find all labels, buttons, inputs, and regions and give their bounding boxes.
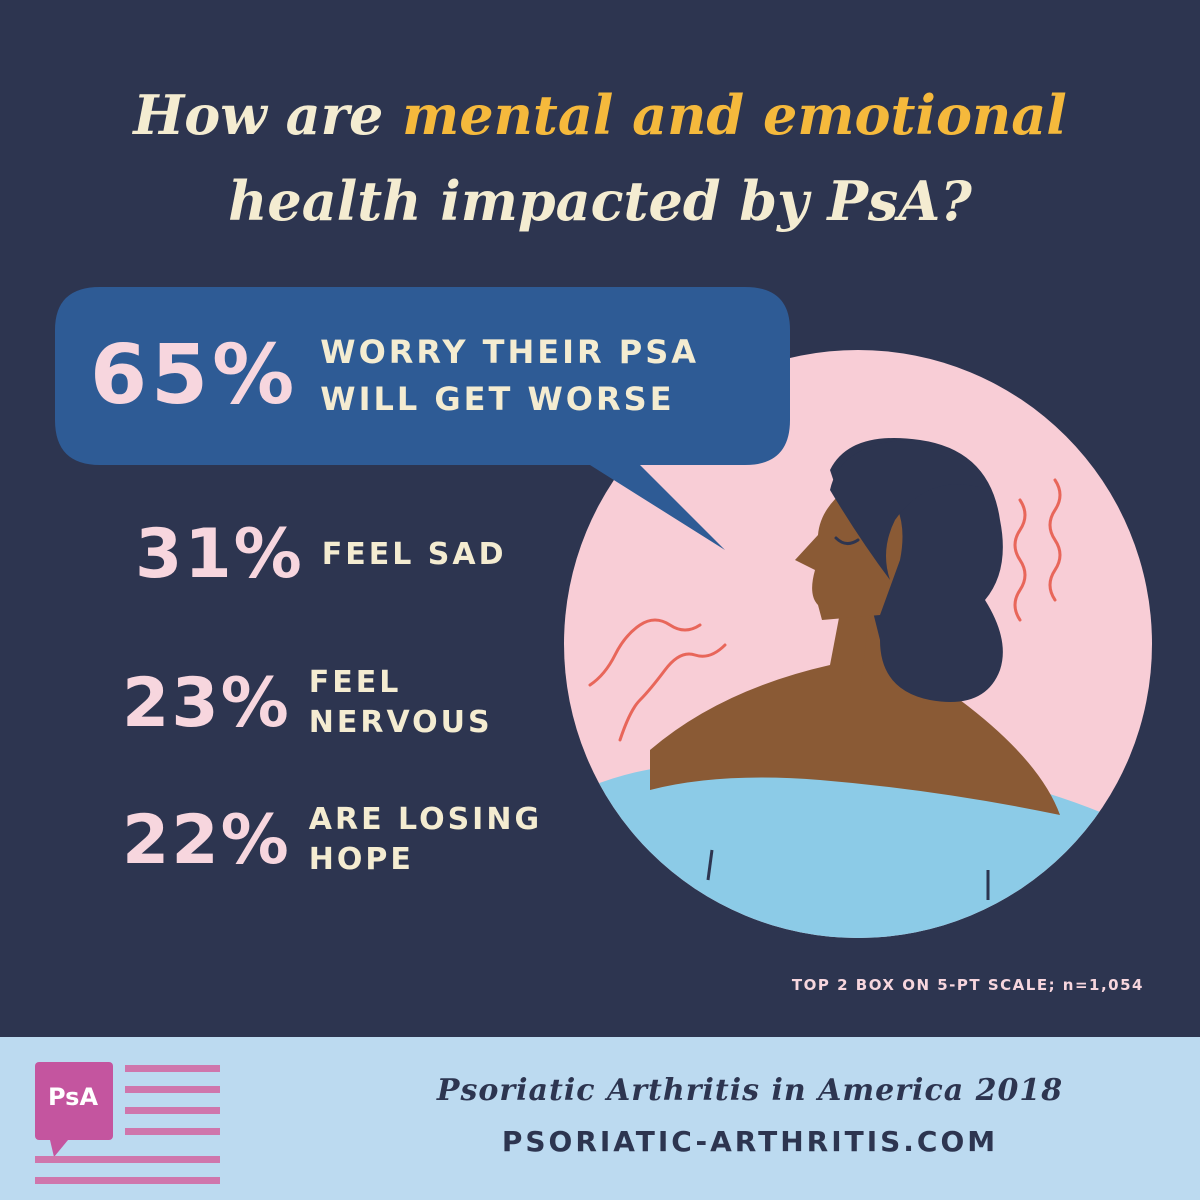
lead-stat-label: WORRY THEIR PSA WILL GET WORSE: [320, 329, 699, 423]
stat-line1: ARE LOSING: [308, 802, 543, 837]
stat-feel-sad: 31% FEEL SAD: [135, 515, 507, 594]
lead-stat-line2: WILL GET WORSE: [320, 379, 675, 418]
stat-line1: FEEL: [308, 665, 402, 700]
stat-label: FEEL NERVOUS: [309, 663, 493, 743]
stat-losing-hope: 22% ARE LOSING HOPE: [122, 800, 542, 880]
stat-percent: 22%: [122, 800, 291, 880]
stripe: [35, 1156, 220, 1163]
stripe: [35, 1177, 220, 1184]
title-part2: health impacted by PsA?: [228, 169, 972, 233]
squiggle-1: [1013, 498, 1027, 622]
closed-eye-icon: [834, 536, 860, 545]
stripe: [125, 1128, 220, 1135]
shirt-shape: [564, 764, 1140, 938]
stripe: [125, 1065, 220, 1072]
stat-label: ARE LOSING HOPE: [309, 800, 542, 880]
stat-line2: NERVOUS: [308, 705, 493, 740]
stat-percent: 31%: [135, 515, 304, 594]
illustration: [55, 287, 1152, 938]
skin-body: [650, 560, 1060, 815]
lead-stat-percent: 65%: [90, 328, 299, 423]
footer: PsA Psoriatic Arthritis in America 2018 …: [0, 1037, 1200, 1200]
squiggle-2: [1048, 478, 1062, 602]
stat-label: FEEL SAD: [322, 535, 507, 575]
page-title: How are mental and emotional health impa…: [0, 72, 1200, 244]
woman-portrait-illustration: [564, 438, 1140, 938]
lead-stat-line1: WORRY THEIR PSA: [320, 332, 700, 371]
shirt-seam-left: [706, 849, 714, 881]
footnote: TOP 2 BOX ON 5-PT SCALE; n=1,054: [791, 976, 1144, 994]
hair-top: [830, 440, 990, 580]
lead-stat: 65% WORRY THEIR PSA WILL GET WORSE: [90, 328, 699, 423]
footer-website-link[interactable]: PSORIATIC-ARTHRITIS.COM: [501, 1125, 999, 1158]
footer-title: Psoriatic Arthritis in America 2018: [436, 1073, 1064, 1108]
squiggle-4: [618, 643, 727, 742]
stat-percent: 23%: [122, 663, 291, 743]
stat-line2: HOPE: [308, 842, 414, 877]
stat-line1: FEEL SAD: [321, 536, 507, 572]
stripe: [125, 1086, 220, 1093]
title-highlight: mental and emotional: [402, 83, 1067, 147]
speech-bubble: [55, 287, 790, 550]
stat-feel-nervous: 23% FEEL NERVOUS: [122, 663, 493, 743]
squiggle-3: [588, 618, 702, 687]
psa-logo-icon: [35, 1062, 220, 1184]
stripe: [125, 1107, 220, 1114]
logo-tail: [50, 1140, 68, 1157]
logo-square: [35, 1062, 113, 1140]
squiggle-lines: [588, 478, 1062, 742]
title-part1: How are: [133, 83, 403, 147]
logo-text: PsA: [47, 1083, 99, 1111]
